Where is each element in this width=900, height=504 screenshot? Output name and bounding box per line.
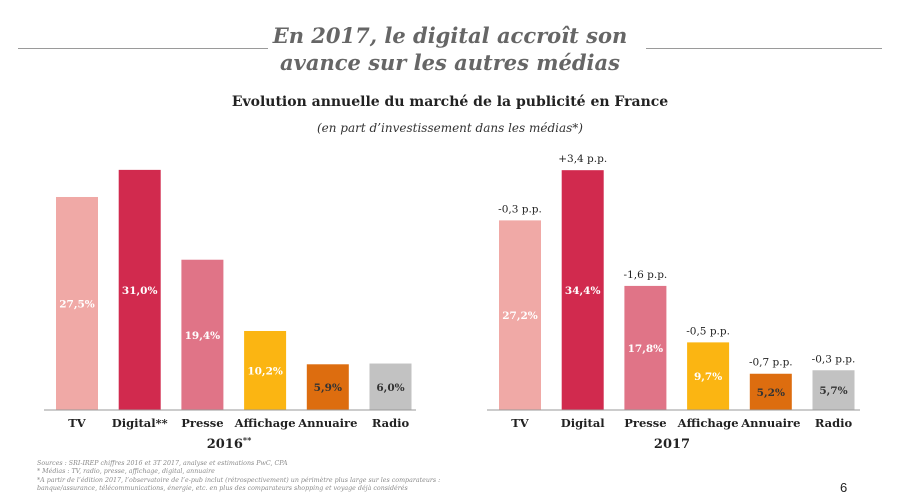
sources-note: Sources : SRI-IREP chiffres 2016 et 3T 2… xyxy=(37,460,597,494)
bar-charts: 27,5%TV31,0%Digital**19,4%Presse10,2%Aff… xyxy=(44,153,860,452)
chart-subtitle: Evolution annuelle du marché de la publi… xyxy=(231,94,669,110)
scope-note-line-2: banque/assurance, télécommunications, én… xyxy=(37,485,408,493)
chart-2016-value-label-2: 19,4% xyxy=(185,330,221,342)
chart-2016-category-label-0: TV xyxy=(68,416,87,430)
chart-2016-category-label-2: Presse xyxy=(181,416,223,430)
chart-2017-change-label-4: -0,7 p.p. xyxy=(749,357,793,369)
chart-2017-change-label-3: -0,5 p.p. xyxy=(686,325,730,337)
chart-subnote: (en part d’investissement dans les média… xyxy=(316,121,583,135)
chart-2016-year-label: 2016** xyxy=(207,435,252,452)
chart-2017-bar-2 xyxy=(624,285,667,410)
chart-2016-value-label-5: 6,0% xyxy=(376,382,404,394)
title-rule-right xyxy=(646,48,882,49)
chart-2017-value-label-2: 17,8% xyxy=(628,343,664,355)
chart-2017-category-label-4: Annuaire xyxy=(740,416,800,430)
chart-2017-bar-4 xyxy=(749,373,792,410)
chart-2016-bar-0 xyxy=(56,196,98,410)
chart-2017-value-label-4: 5,2% xyxy=(757,387,785,399)
chart-2016-year-footnote-mark: ** xyxy=(243,435,252,445)
chart-2017-category-label-0: TV xyxy=(511,416,530,430)
page-number: 6 xyxy=(840,480,848,495)
chart-2017-bar-3 xyxy=(687,342,730,410)
chart-2017-value-label-1: 34,4% xyxy=(565,285,601,297)
chart-2017-category-label-3: Affichage xyxy=(677,416,739,430)
chart-2017-value-label-5: 5,7% xyxy=(819,385,847,397)
chart-2016-value-label-4: 5,9% xyxy=(314,382,342,394)
page-title-line-2: avance sur les autres médias xyxy=(280,50,620,75)
chart-2016-bar-2 xyxy=(181,259,224,410)
chart-2017-bar-0 xyxy=(499,220,541,410)
scope-note-line-1: *A partir de l’édition 2017, l’observato… xyxy=(37,476,441,484)
chart-2017-category-label-5: Radio xyxy=(815,416,853,430)
chart-2017-change-label-1: +3,4 p.p. xyxy=(558,153,607,165)
chart-2017-change-label-5: -0,3 p.p. xyxy=(812,353,856,365)
page-title-line-1: En 2017, le digital accroît son xyxy=(272,23,628,48)
chart-2016-value-label-1: 31,0% xyxy=(122,285,158,297)
chart-2016-value-label-3: 10,2% xyxy=(247,365,283,377)
chart-2016-category-label-1: Digital** xyxy=(112,416,168,430)
chart-2017-bar-1 xyxy=(561,170,604,410)
chart-2017-bar-5 xyxy=(812,370,855,410)
chart-2016-bar-1 xyxy=(118,169,161,410)
chart-2016-value-label-0: 27,5% xyxy=(59,298,95,310)
chart-2017-change-label-2: -1,6 p.p. xyxy=(624,269,668,281)
chart-2017-category-label-1: Digital xyxy=(561,416,606,430)
title-rule-left xyxy=(18,48,268,49)
chart-2016-category-label-5: Radio xyxy=(372,416,410,430)
chart-2017-category-label-2: Presse xyxy=(624,416,666,430)
chart-2017-value-label-3: 9,7% xyxy=(694,371,722,383)
page-title: En 2017, le digital accroît son avance s… xyxy=(200,22,700,76)
media-note: * Médias : TV, radio, presse, affichage,… xyxy=(37,468,215,476)
sources-line: Sources : SRI-IREP chiffres 2016 et 3T 2… xyxy=(37,460,288,467)
chart-2017-change-label-0: -0,3 p.p. xyxy=(498,203,542,215)
chart-2016-bar-5 xyxy=(369,363,412,410)
chart-2016-category-label-4: Annuaire xyxy=(297,416,357,430)
chart-2016-bar-3 xyxy=(244,330,287,410)
chart-2017-value-label-0: 27,2% xyxy=(502,310,538,322)
chart-2017-year-label: 2017 xyxy=(654,437,690,452)
chart-2016-bar-4 xyxy=(306,364,349,410)
chart-2016-category-label-3: Affichage xyxy=(234,416,296,430)
